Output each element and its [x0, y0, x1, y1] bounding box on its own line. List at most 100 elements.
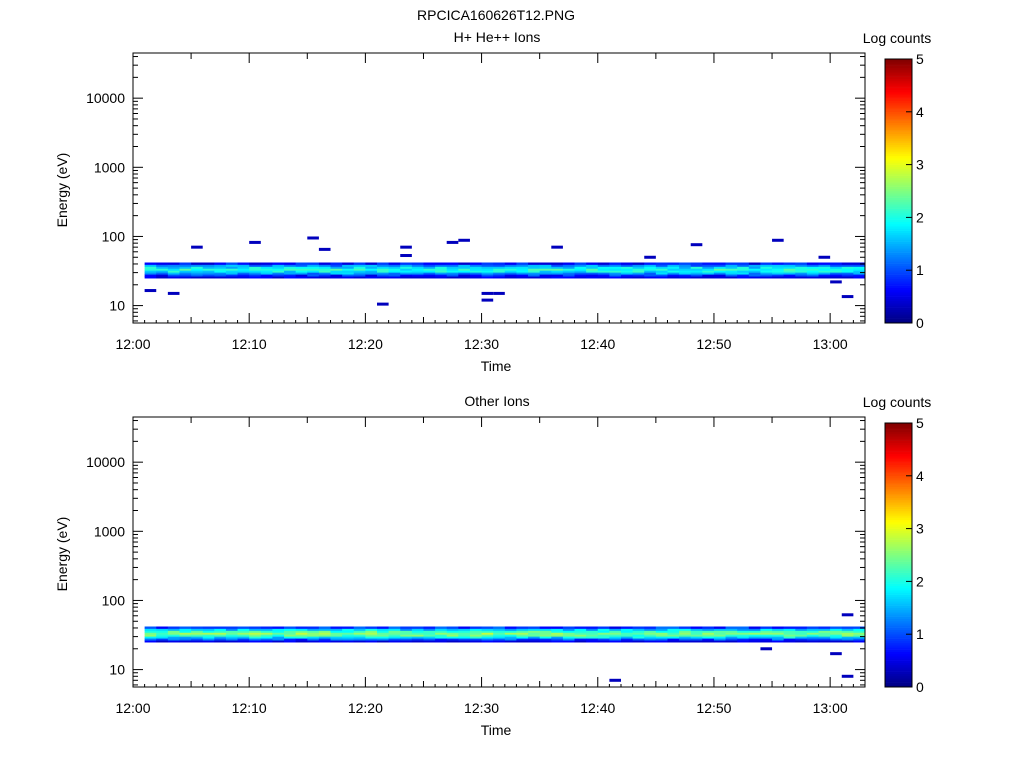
- count-bin: [411, 268, 424, 271]
- count-bin: [830, 636, 843, 639]
- count-bin: [202, 270, 215, 273]
- count-bin: [435, 274, 448, 277]
- count-bin: [504, 268, 517, 271]
- colorbar-swatch: [885, 197, 912, 201]
- colorbar-swatch: [885, 423, 912, 426]
- count-bin: [841, 262, 854, 265]
- count-bin: [446, 626, 459, 629]
- count-bin: [330, 266, 343, 269]
- count-bin: [818, 634, 831, 637]
- count-bin: [179, 262, 192, 265]
- y-tick-label: 100: [102, 592, 126, 608]
- colorbar-swatch: [885, 447, 912, 450]
- count-bin: [435, 628, 448, 631]
- count-bin: [481, 268, 494, 271]
- colorbar-swatch: [885, 318, 912, 322]
- count-bin: [551, 262, 564, 265]
- colorbar-swatch: [885, 228, 912, 231]
- count-bin: [469, 632, 482, 635]
- count-bin: [655, 640, 668, 643]
- count-bin: [725, 262, 738, 265]
- colorbar-swatch: [885, 195, 912, 198]
- colorbar-swatch: [885, 125, 912, 128]
- count-bin: [841, 264, 854, 267]
- count-bin: [841, 272, 854, 275]
- count-bin: [260, 632, 273, 635]
- count-bin: [225, 636, 238, 639]
- count-bin: [818, 628, 831, 631]
- count-bin: [214, 626, 227, 629]
- colorbar-swatch: [885, 588, 912, 591]
- count-bin: [225, 268, 238, 271]
- count-bin: [690, 264, 703, 267]
- count-bin: [481, 628, 494, 631]
- count-bin: [621, 626, 634, 629]
- count-bin: [191, 268, 204, 271]
- count-bin: [237, 636, 250, 639]
- count-bin: [411, 274, 424, 277]
- colorbar-tick-label: 5: [916, 415, 924, 431]
- count-bin: [377, 634, 390, 637]
- count-bin: [156, 628, 169, 631]
- count-bin: [202, 272, 215, 275]
- colorbar-swatch: [885, 133, 912, 137]
- count-bin: [272, 276, 285, 279]
- colorbar-swatch: [885, 171, 912, 174]
- count-bin: [365, 270, 378, 273]
- count-bin: [528, 638, 541, 641]
- colorbar-swatch: [885, 480, 912, 483]
- count-bin: [830, 264, 843, 267]
- count-bin: [632, 632, 645, 635]
- count-bin: [586, 628, 599, 631]
- count-bin: [272, 272, 285, 275]
- colorbar-swatch: [885, 109, 912, 113]
- count-bin: [260, 264, 273, 267]
- count-bin: [655, 626, 668, 629]
- count-bin: [191, 632, 204, 635]
- count-bin: [272, 264, 285, 267]
- count-bin: [830, 262, 843, 265]
- count-bin: [342, 634, 355, 637]
- count-bin: [307, 626, 320, 629]
- count-bin: [202, 268, 215, 271]
- count-bin: [853, 630, 866, 633]
- count-bin: [632, 274, 645, 277]
- count-bin: [586, 272, 599, 275]
- count-bin: [214, 630, 227, 633]
- count-bin: [400, 270, 413, 273]
- count-bin: [318, 274, 331, 277]
- count-bin: [621, 636, 634, 639]
- colorbar-swatch: [885, 188, 912, 192]
- count-bin: [469, 636, 482, 639]
- count-bin: [806, 640, 819, 643]
- count-bin: [167, 262, 180, 265]
- count-bin: [597, 266, 610, 269]
- count-bin: [679, 628, 692, 631]
- colorbar-swatch: [885, 548, 912, 551]
- panel-title: Other Ions: [464, 393, 529, 409]
- count-bin: [528, 632, 541, 635]
- count-bin: [644, 264, 657, 267]
- count-bin: [667, 628, 680, 631]
- count-bin: [528, 270, 541, 273]
- count-bin: [655, 632, 668, 635]
- count-bin: [237, 270, 250, 273]
- count-bin: [737, 272, 750, 275]
- colorbar-swatch: [885, 144, 912, 148]
- count-bin: [435, 272, 448, 275]
- count-bin: [621, 628, 634, 631]
- count-bin: [586, 266, 599, 269]
- count-bin: [528, 626, 541, 629]
- count-bin: [307, 636, 320, 639]
- count-bin: [191, 270, 204, 273]
- count-bin: [586, 638, 599, 641]
- colorbar-swatch: [885, 70, 912, 73]
- count-bin: [446, 632, 459, 635]
- count-bin: [737, 626, 750, 629]
- count-bin: [748, 640, 761, 643]
- isolated-count: [481, 298, 494, 302]
- count-bin: [435, 640, 448, 643]
- count-bin: [342, 272, 355, 275]
- count-bin: [295, 270, 308, 273]
- count-bin: [539, 638, 552, 641]
